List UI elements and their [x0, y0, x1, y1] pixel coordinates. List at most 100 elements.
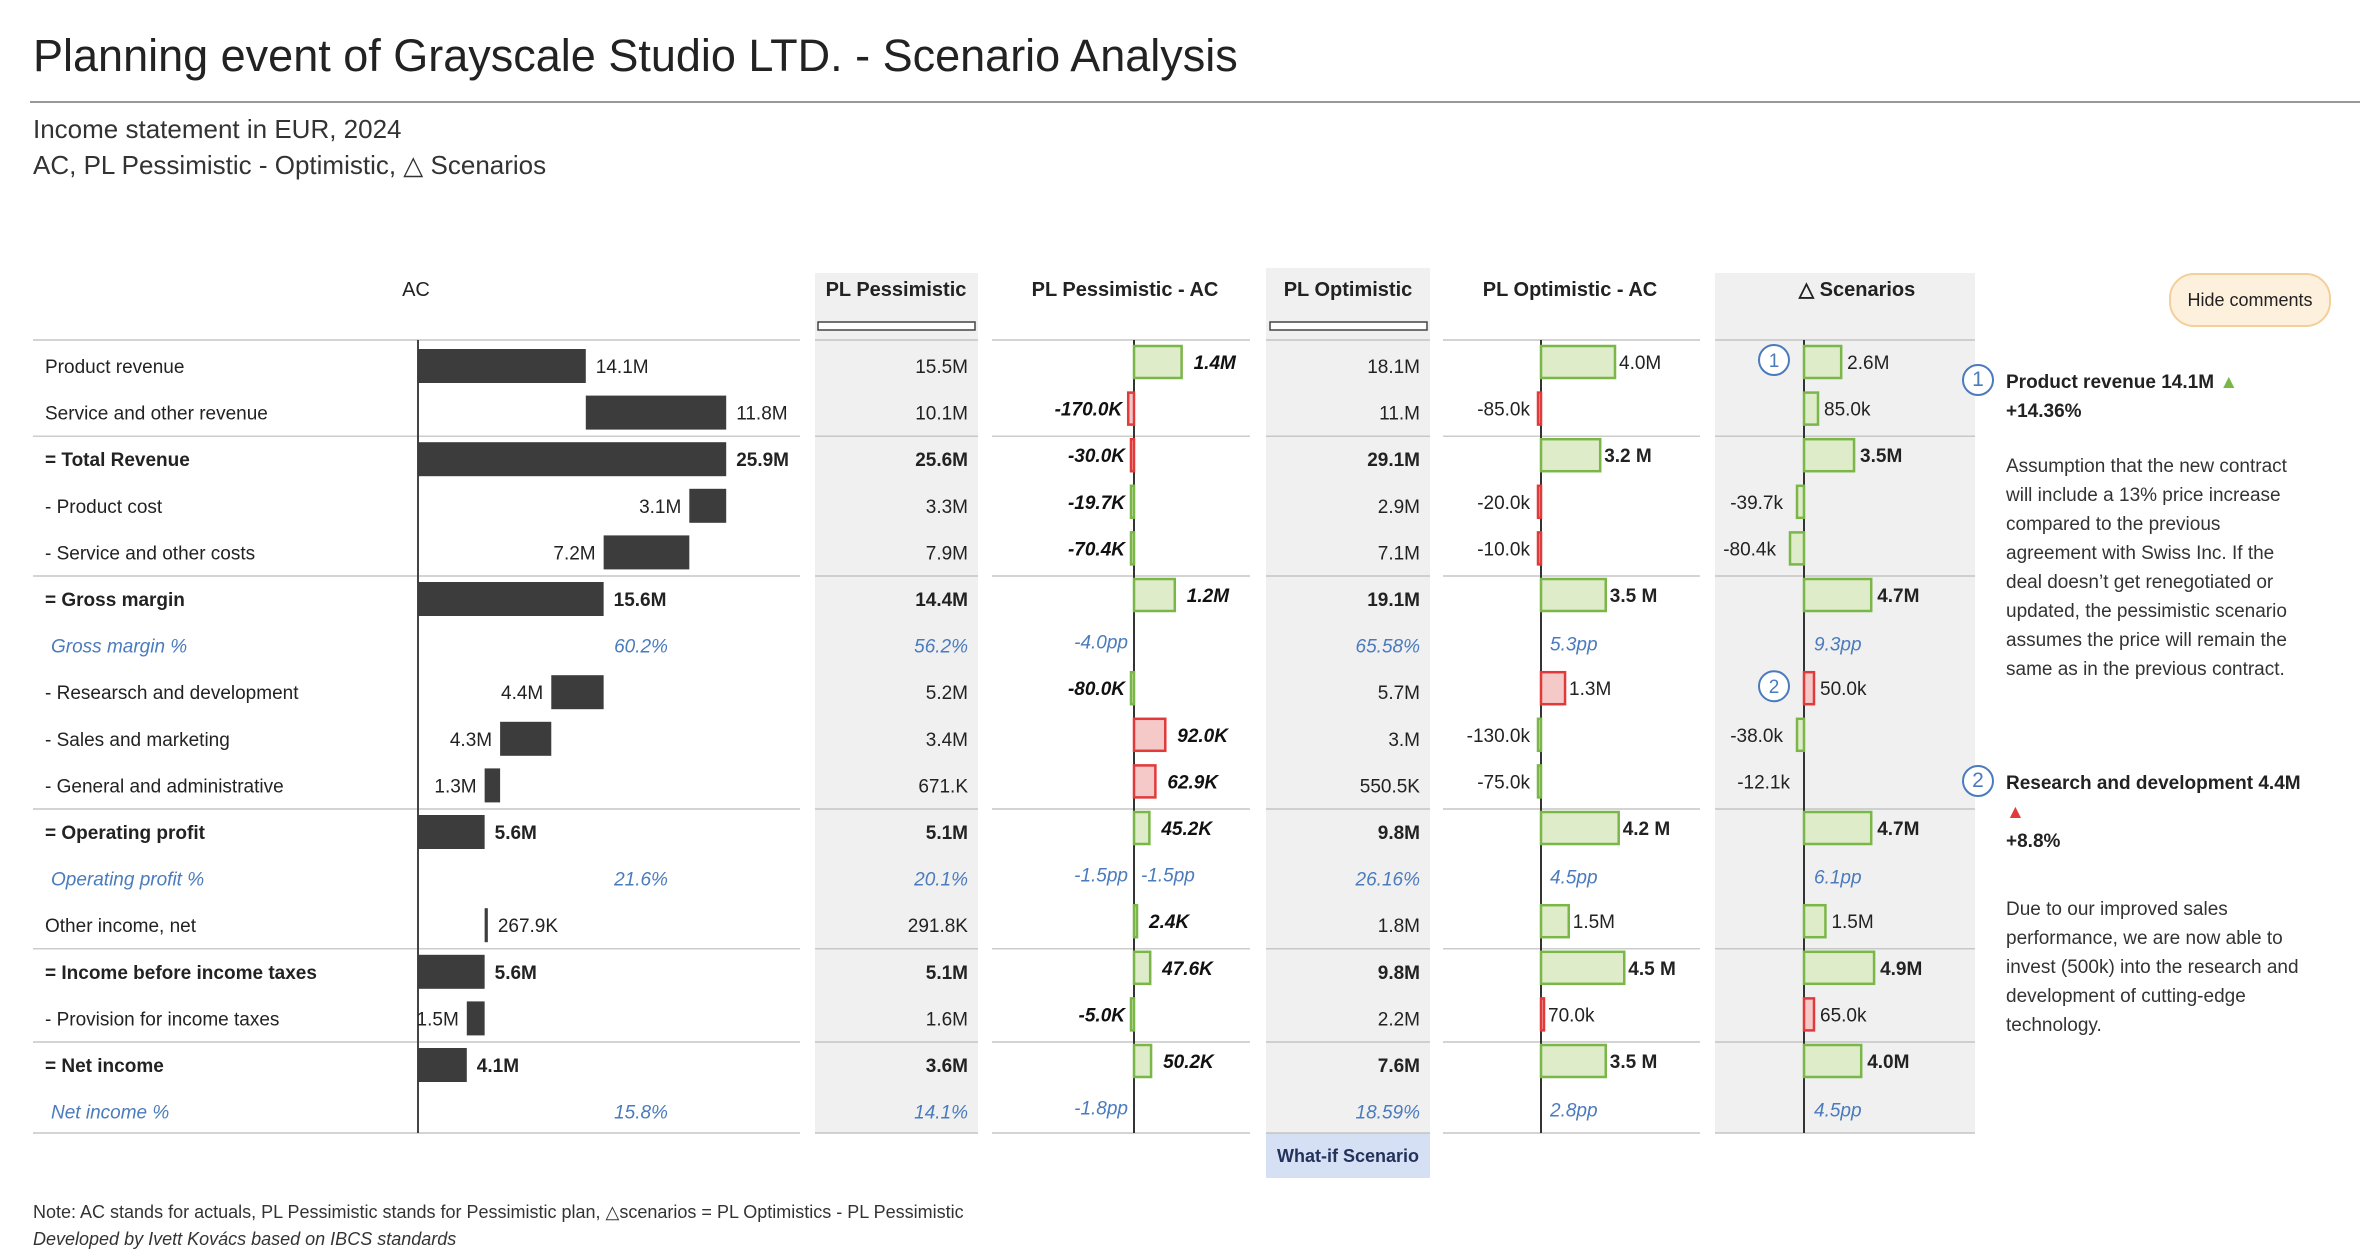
pl-pessimistic-value: 1.6M: [926, 1009, 968, 1030]
title-divider: [30, 101, 2360, 103]
ac-value-label: 5.6M: [495, 963, 537, 984]
ac-value-label: 3.1M: [639, 497, 681, 518]
ac-bar: [551, 675, 604, 710]
row-label: Other income, net: [45, 916, 197, 937]
pl-pess-ac-label: 1.2M: [1187, 586, 1230, 607]
row-label: - Product cost: [45, 497, 163, 518]
ac-value-label: 15.6M: [614, 590, 667, 611]
pl-opt-ac-bar: [1539, 1043, 1607, 1079]
ac-bar: [418, 815, 485, 849]
scenarios-bar: [1802, 810, 1873, 846]
row-label: Service and other revenue: [45, 404, 268, 425]
pl-pess-ac-bar: [1132, 950, 1152, 986]
pl-optimistic-value: 26.16%: [1355, 870, 1421, 891]
pl-pess-ac-label: -5.0K: [1079, 1005, 1127, 1026]
ac-value-label: 11.8M: [736, 404, 787, 425]
comment-marker-1: 1: [1962, 364, 1994, 396]
pl-opt-ac-bar: [1539, 950, 1626, 986]
pl-optimistic-value: 65.58%: [1356, 637, 1421, 658]
pl-pessimistic-value: 5.1M: [926, 823, 968, 844]
pl-pessimistic-value: 20.1%: [913, 870, 968, 891]
scenarios-bar: [1802, 997, 1816, 1032]
column-header: PL Pessimistic: [826, 279, 967, 301]
row-label: - General and administrative: [45, 776, 284, 797]
pl-optimistic-value: 1.8M: [1378, 916, 1420, 937]
comment-heading: Research and development 4.4M ▲ +8.8%: [2006, 769, 2306, 856]
pl-pessimistic-value: 14.4M: [915, 590, 968, 611]
pl-pess-ac-bar: [1129, 670, 1136, 706]
pl-opt-ac-label: 4.2 M: [1623, 819, 1671, 840]
pl-opt-ac-bar: [1536, 391, 1543, 426]
pl-optimistic-value: 29.1M: [1367, 450, 1420, 471]
pl-pess-ac-bar: [1132, 810, 1151, 846]
pl-pess-ac-pp-label: -1.5pp: [1141, 866, 1195, 887]
pl-pessimistic-value: 15.5M: [915, 357, 968, 378]
row-label: Product revenue: [45, 357, 184, 378]
up-triangle-icon: ▲: [2006, 802, 2025, 823]
hide-comments-button[interactable]: Hide comments: [2169, 273, 2331, 327]
pl-pess-ac-bar: [1129, 437, 1136, 473]
row-label: - Service and other costs: [45, 543, 255, 564]
ac-value-label: 25.9M: [736, 450, 789, 471]
comment-heading-text: Product revenue 14.1M: [2006, 372, 2215, 393]
pl-pess-ac-bar: [1129, 484, 1136, 520]
pl-optimistic-value: 9.8M: [1378, 823, 1420, 844]
pl-opt-ac-label: -130.0k: [1467, 726, 1531, 747]
pl-pess-ac-label: 62.9K: [1167, 772, 1219, 793]
row-label: Operating profit %: [51, 870, 204, 891]
pl-opt-ac-bar: [1536, 531, 1543, 566]
ac-value-label: 1.5M: [417, 1009, 459, 1030]
pl-opt-ac-label: -85.0k: [1477, 400, 1530, 421]
scenarios-bar: [1802, 670, 1816, 706]
pl-opt-ac-label: -10.0k: [1477, 539, 1530, 560]
comment-heading-text: Research and development 4.4M: [2006, 773, 2301, 794]
pl-opt-ac-label: 3.5 M: [1610, 586, 1658, 607]
ac-bar: [466, 1001, 485, 1036]
pl-pessimistic-value: 671.K: [918, 776, 968, 797]
pl-pessimistic-value: 3.4M: [926, 730, 968, 751]
pl-opt-ac-label: 1.3M: [1569, 679, 1611, 700]
up-triangle-icon: ▲: [2219, 372, 2239, 393]
pl-opt-ac-bar: [1539, 577, 1607, 613]
pl-opt-ac-bar: [1539, 810, 1620, 846]
pl-pessimistic-value: 10.1M: [915, 404, 968, 425]
pl-pess-ac-bar: [1132, 1043, 1153, 1079]
row-label: Gross margin %: [51, 637, 187, 658]
scenarios-label: 4.9M: [1880, 959, 1922, 980]
pl-optimistic-value: 7.1M: [1378, 543, 1420, 564]
pl-pess-ac-label: 50.2K: [1163, 1052, 1215, 1073]
pl-pess-ac-bar: [1129, 531, 1136, 566]
comment-text: Due to our improved sales performance, w…: [2006, 899, 2299, 1036]
comment-change: +14.36%: [2006, 401, 2082, 422]
pl-pessimistic-value: 5.1M: [926, 963, 968, 984]
pl-optimistic-value: 2.2M: [1378, 1009, 1420, 1030]
pl-optimistic-value: 18.1M: [1367, 357, 1420, 378]
pl-opt-ac-label: -75.0k: [1477, 772, 1530, 793]
scenarios-bar: [1795, 484, 1806, 520]
scenarios-label: 1.5M: [1831, 912, 1873, 933]
ac-bar: [585, 395, 727, 430]
pl-opt-ac-bar: [1536, 717, 1543, 753]
pl-optimistic-value: 19.1M: [1367, 590, 1420, 611]
scenarios-bar: [1802, 903, 1827, 939]
ac-value-label: 15.8%: [614, 1103, 668, 1124]
ac-value-label: 4.4M: [501, 683, 543, 704]
pl-optimistic-value: 3.M: [1388, 730, 1420, 751]
ac-bar: [484, 768, 501, 803]
row-label: - Sales and marketing: [45, 730, 230, 751]
ac-value-label: 21.6%: [613, 870, 668, 891]
pl-pess-ac-bar: [1132, 903, 1139, 939]
pl-opt-ac-pp-label: 4.5pp: [1550, 868, 1598, 889]
row-label: = Net income: [45, 1056, 164, 1077]
scenarios-label: -12.1k: [1737, 772, 1790, 793]
column-header: △ Scenarios: [1798, 279, 1916, 301]
pl-pessimistic-value: 7.9M: [926, 543, 968, 564]
ac-bar: [418, 1048, 467, 1082]
scenarios-label: 50.0k: [1820, 679, 1867, 700]
pl-opt-ac-bar: [1539, 997, 1546, 1032]
scenarios-bar: [1802, 437, 1856, 473]
subtitle-income-statement: Income statement in EUR, 2024: [33, 114, 402, 144]
column-header: AC: [402, 279, 430, 301]
pl-opt-ac-pp-label: 2.8pp: [1549, 1101, 1598, 1122]
